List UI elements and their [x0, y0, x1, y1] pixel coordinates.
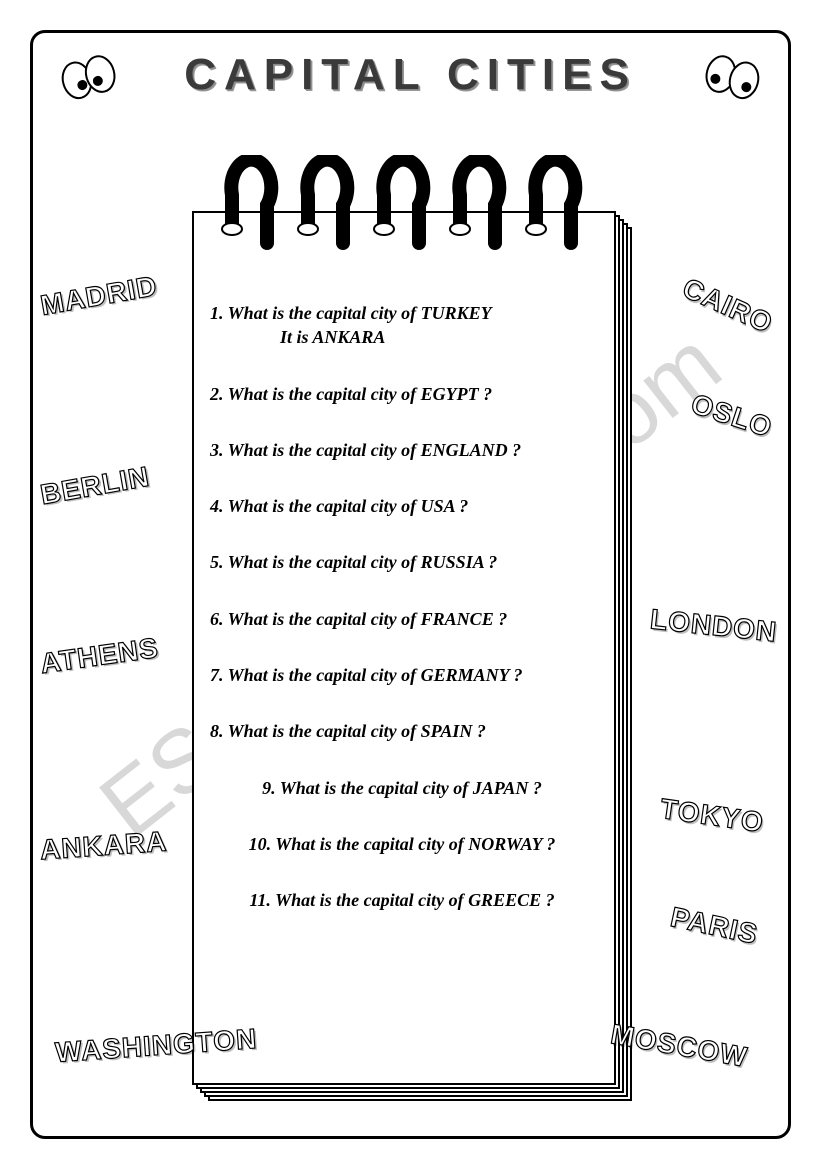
question-text: 6. What is the capital city of FRANCE ?: [210, 609, 507, 629]
notepad-content: 1. What is the capital city of TURKEYIt …: [192, 211, 612, 1081]
binder-ring-icon: [212, 155, 284, 255]
binder-ring-icon: [516, 155, 588, 255]
binder-ring-icon: [440, 155, 512, 255]
question-text: 10. What is the capital city of NORWAY ?: [249, 834, 556, 854]
question-item: 11. What is the capital city of GREECE ?: [210, 888, 594, 912]
question-item: 7. What is the capital city of GERMANY ?: [210, 663, 594, 687]
notepad: 1. What is the capital city of TURKEYIt …: [190, 155, 630, 1085]
question-text: 11. What is the capital city of GREECE ?: [249, 890, 554, 910]
question-item: 10. What is the capital city of NORWAY ?: [210, 832, 594, 856]
notepad-binder: [210, 155, 590, 255]
question-text: 3. What is the capital city of ENGLAND ?: [210, 440, 521, 460]
question-item: 9. What is the capital city of JAPAN ?: [210, 776, 594, 800]
question-item: 1. What is the capital city of TURKEYIt …: [210, 301, 594, 350]
question-item: 6. What is the capital city of FRANCE ?: [210, 607, 594, 631]
question-item: 8. What is the capital city of SPAIN ?: [210, 719, 594, 743]
question-text: 7. What is the capital city of GERMANY ?: [210, 665, 523, 685]
question-text: 5. What is the capital city of RUSSIA ?: [210, 552, 497, 572]
question-text: 1. What is the capital city of TURKEY: [210, 303, 492, 323]
question-text: 2. What is the capital city of EGYPT ?: [210, 384, 492, 404]
binder-ring-icon: [364, 155, 436, 255]
binder-ring-icon: [288, 155, 360, 255]
question-text: 9. What is the capital city of JAPAN ?: [262, 778, 542, 798]
answer-text: It is ANKARA: [210, 325, 594, 349]
question-text: 8. What is the capital city of SPAIN ?: [210, 721, 486, 741]
question-item: 5. What is the capital city of RUSSIA ?: [210, 550, 594, 574]
question-text: 4. What is the capital city of USA ?: [210, 496, 468, 516]
question-item: 2. What is the capital city of EGYPT ?: [210, 382, 594, 406]
question-item: 4. What is the capital city of USA ?: [210, 494, 594, 518]
question-item: 3. What is the capital city of ENGLAND ?: [210, 438, 594, 462]
